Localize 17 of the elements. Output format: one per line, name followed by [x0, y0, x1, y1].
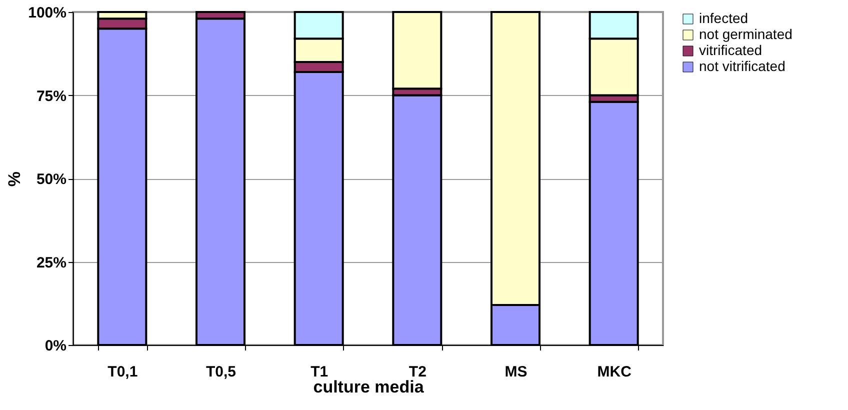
y-tick-label: 50% — [36, 171, 66, 188]
legend-label: vitrificated — [699, 42, 762, 58]
y-tick-label: 100% — [28, 4, 66, 22]
x-axis-title: culture media — [313, 378, 424, 396]
legend-label: infected — [699, 10, 748, 26]
x-tick-label: MS — [504, 364, 528, 380]
y-tick-label: 0% — [44, 338, 66, 354]
legend-label: not germinated — [699, 26, 792, 42]
y-axis-title: % — [5, 171, 24, 187]
x-tick-label: MKC — [597, 364, 632, 380]
x-tick-label: T2 — [408, 364, 426, 380]
x-tick-label: T1 — [310, 364, 328, 380]
x-tick-label: T0,5 — [206, 364, 236, 380]
x-tick-label: T0,1 — [108, 364, 138, 380]
legend-label: not vitrificated — [699, 58, 786, 74]
y-tick-label: 25% — [36, 254, 66, 272]
y-tick-label: 75% — [36, 88, 66, 105]
